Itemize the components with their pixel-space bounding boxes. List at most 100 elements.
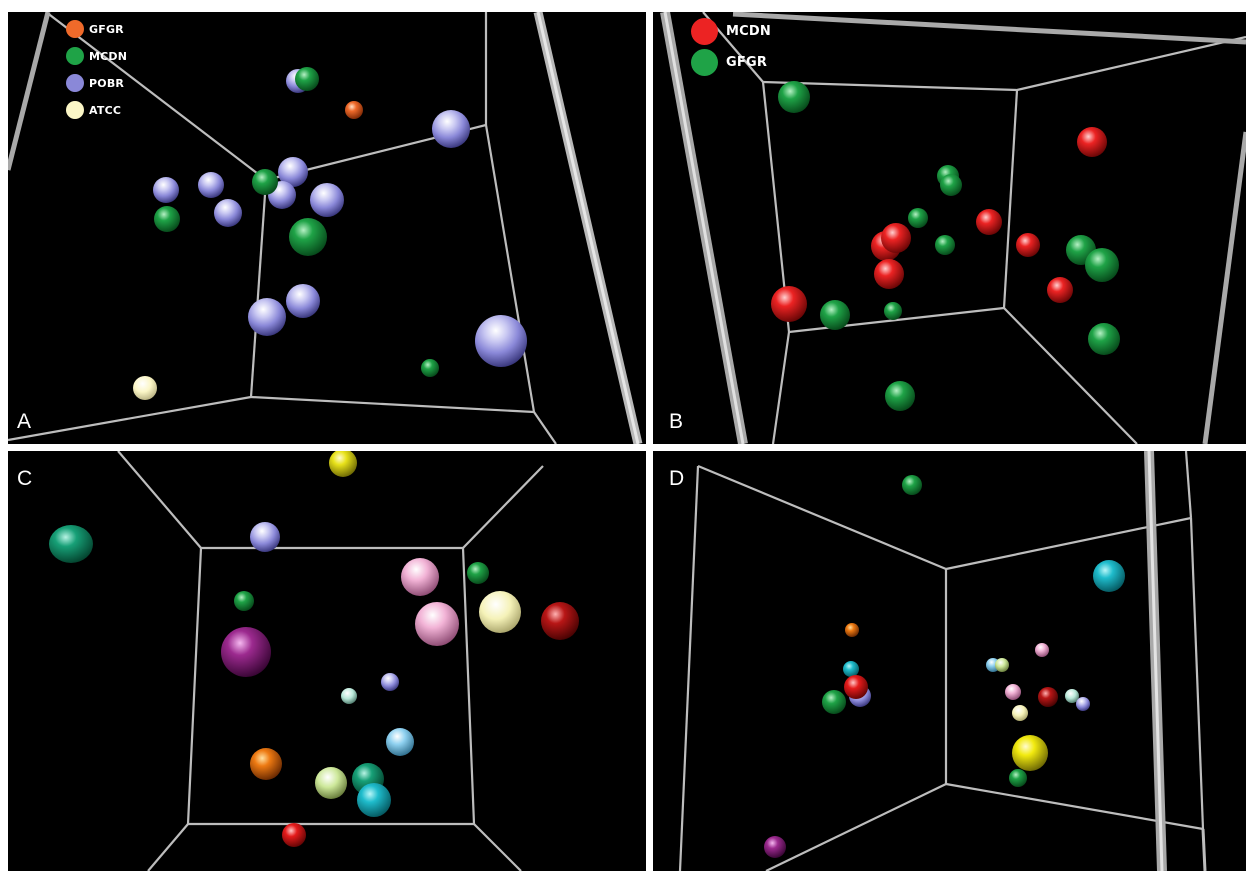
sphere bbox=[1009, 769, 1027, 787]
data-spheres bbox=[764, 475, 1125, 858]
legend-item: GFGR bbox=[691, 49, 767, 76]
data-spheres bbox=[771, 81, 1120, 411]
sphere bbox=[329, 451, 357, 477]
sphere bbox=[1085, 248, 1119, 282]
sphere bbox=[1077, 127, 1107, 157]
sphere bbox=[386, 728, 414, 756]
legend-swatch bbox=[691, 49, 718, 76]
sphere bbox=[198, 172, 224, 198]
sphere bbox=[778, 81, 810, 113]
sphere bbox=[467, 562, 489, 584]
panel-b: MCDN GFGR B bbox=[653, 12, 1246, 444]
sphere bbox=[976, 209, 1002, 235]
sphere bbox=[289, 218, 327, 256]
sphere bbox=[415, 602, 459, 646]
panel-label: C bbox=[17, 467, 33, 490]
sphere bbox=[1088, 323, 1120, 355]
sphere bbox=[1065, 689, 1079, 703]
wireframe-box bbox=[678, 451, 1205, 871]
sphere bbox=[475, 315, 527, 367]
sphere bbox=[310, 183, 344, 217]
legend-label: MCDN bbox=[726, 24, 771, 39]
sphere bbox=[845, 623, 859, 637]
sphere bbox=[153, 177, 179, 203]
sphere bbox=[771, 286, 807, 322]
panel-a: GFGR MCDN POBR ATCC A bbox=[8, 12, 646, 444]
sphere bbox=[1047, 277, 1073, 303]
sphere bbox=[874, 259, 904, 289]
sphere bbox=[133, 376, 157, 400]
sphere bbox=[902, 475, 922, 495]
legend-swatch bbox=[66, 101, 84, 119]
sphere bbox=[1005, 684, 1021, 700]
sphere bbox=[820, 300, 850, 330]
sphere bbox=[154, 206, 180, 232]
legend-label: GFGR bbox=[726, 55, 768, 70]
legend-label: ATCC bbox=[89, 103, 122, 117]
sphere bbox=[214, 199, 242, 227]
sphere bbox=[844, 675, 868, 699]
legend-item: GFGR bbox=[66, 20, 124, 38]
sphere bbox=[252, 169, 278, 195]
data-spheres bbox=[133, 67, 527, 400]
sphere bbox=[250, 522, 280, 552]
sphere bbox=[234, 591, 254, 611]
panel-c: C bbox=[8, 451, 646, 871]
sphere bbox=[282, 823, 306, 847]
sphere bbox=[286, 284, 320, 318]
sphere bbox=[1012, 705, 1028, 721]
sphere bbox=[1035, 643, 1049, 657]
legend-swatch bbox=[691, 18, 718, 45]
legend-swatch bbox=[66, 74, 84, 92]
sphere bbox=[1016, 233, 1040, 257]
panel-d-scene bbox=[678, 451, 1207, 871]
sphere bbox=[479, 591, 521, 633]
sphere bbox=[1038, 687, 1058, 707]
panel-a-scene bbox=[8, 12, 643, 444]
sphere bbox=[221, 627, 271, 677]
sphere bbox=[884, 302, 902, 320]
sphere bbox=[995, 658, 1009, 672]
sphere bbox=[935, 235, 955, 255]
legend-item: POBR bbox=[66, 74, 124, 92]
sphere bbox=[940, 174, 962, 196]
wireframe-box bbox=[702, 12, 1246, 444]
sphere bbox=[764, 836, 786, 858]
wireframe-frame-bars bbox=[8, 12, 643, 444]
sphere bbox=[381, 673, 399, 691]
sphere bbox=[248, 298, 286, 336]
sphere bbox=[250, 748, 282, 780]
sphere bbox=[278, 157, 308, 187]
legend-swatch bbox=[66, 20, 84, 38]
sphere bbox=[401, 558, 439, 596]
wireframe-frame-bars bbox=[1144, 451, 1207, 871]
panel-label: A bbox=[17, 410, 32, 433]
sphere bbox=[843, 661, 859, 677]
sphere bbox=[908, 208, 928, 228]
legend-item: MCDN bbox=[66, 47, 127, 65]
panel-c-scene bbox=[49, 451, 579, 871]
sphere bbox=[541, 602, 579, 640]
panel-label: B bbox=[669, 410, 684, 433]
legend-label: POBR bbox=[89, 76, 125, 90]
sphere bbox=[421, 359, 439, 377]
legend-item: ATCC bbox=[66, 101, 121, 119]
sphere bbox=[1012, 735, 1048, 771]
wireframe-frame-bars bbox=[660, 12, 1246, 444]
sphere bbox=[1076, 697, 1090, 711]
sphere bbox=[341, 688, 357, 704]
sphere bbox=[315, 767, 347, 799]
sphere bbox=[345, 101, 363, 119]
sphere bbox=[881, 223, 911, 253]
sphere bbox=[432, 110, 470, 148]
panel-b-scene bbox=[660, 12, 1246, 444]
sphere bbox=[885, 381, 915, 411]
legend-label: MCDN bbox=[89, 49, 128, 63]
sphere bbox=[822, 690, 846, 714]
legend-swatch bbox=[66, 47, 84, 65]
data-spheres bbox=[49, 451, 579, 847]
legend-label: GFGR bbox=[89, 22, 124, 36]
wireframe-box bbox=[117, 451, 544, 871]
sphere bbox=[49, 525, 93, 563]
sphere bbox=[357, 783, 391, 817]
